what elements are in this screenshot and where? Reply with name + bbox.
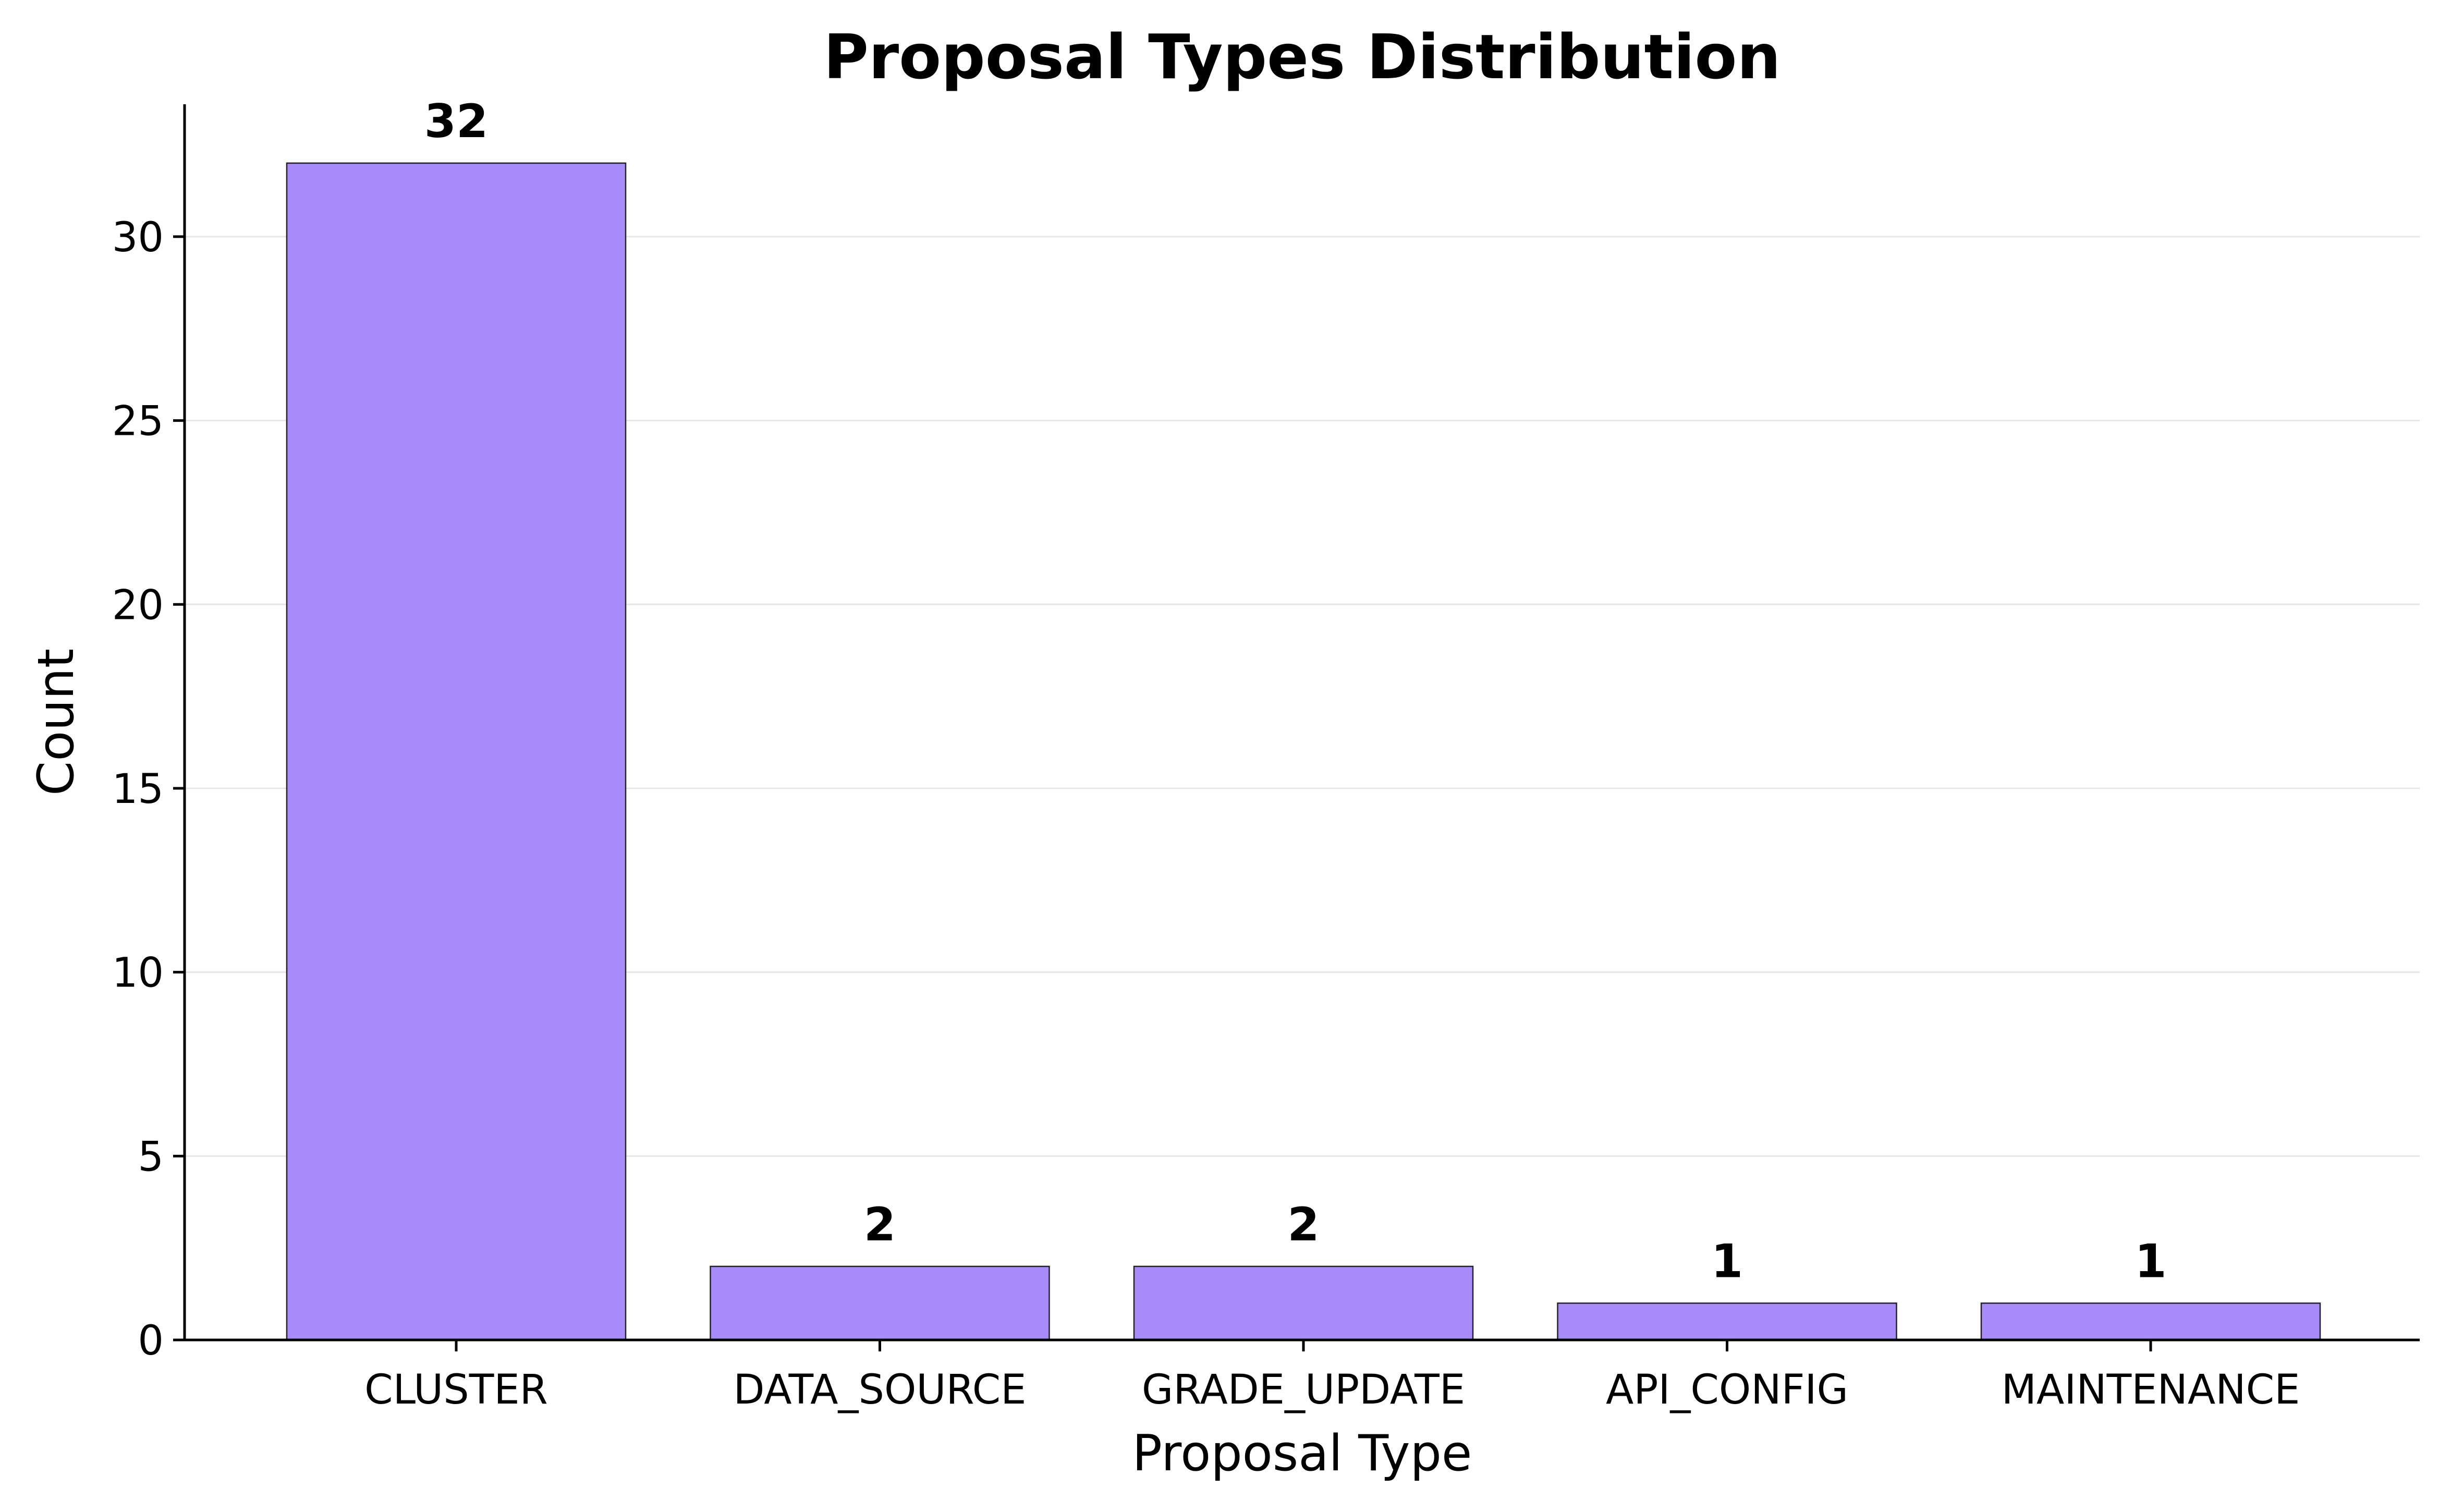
x-tick-label: CLUSTER <box>364 1367 548 1413</box>
y-tick-label: 0 <box>138 1318 164 1364</box>
data-label: 2 <box>1287 1198 1319 1251</box>
x-tick-label: DATA_SOURCE <box>734 1367 1027 1413</box>
bars <box>286 162 2321 1341</box>
y-tick-label: 25 <box>112 398 164 445</box>
data-label: 2 <box>864 1198 896 1251</box>
bar-cluster <box>286 162 627 1341</box>
y-tick-label: 30 <box>112 214 164 261</box>
x-tick-label: API_CONFIG <box>1606 1367 1848 1413</box>
data-label: 1 <box>1711 1234 1743 1288</box>
chart-title: Proposal Types Distribution <box>824 21 1781 93</box>
y-tick-label: 5 <box>138 1133 164 1180</box>
data-label: 1 <box>2135 1234 2166 1288</box>
bar-api-config <box>1557 1302 1897 1341</box>
data-label: 32 <box>424 94 488 148</box>
x-axis-ticks: CLUSTER DATA_SOURCE GRADE_UPDATE API_CONFIG… <box>364 1340 2300 1413</box>
data-labels: 32 2 2 1 1 <box>424 94 2167 1288</box>
x-tick-label: GRADE_UPDATE <box>1142 1367 1465 1413</box>
y-axis-ticks: 0 5 10 15 20 25 30 <box>112 214 185 1364</box>
y-tick-label: 10 <box>112 950 164 997</box>
y-axis-title: Count <box>28 649 85 796</box>
bar-maintenance <box>1980 1302 2321 1341</box>
y-tick-label: 20 <box>112 582 164 629</box>
x-tick-label: MAINTENANCE <box>2002 1367 2300 1413</box>
bar-grade-update <box>1133 1265 1474 1341</box>
y-tick-label: 15 <box>112 766 164 813</box>
bar-data-source <box>710 1265 1050 1341</box>
axes <box>183 104 2420 1342</box>
x-axis-title: Proposal Type <box>1132 1425 1472 1482</box>
